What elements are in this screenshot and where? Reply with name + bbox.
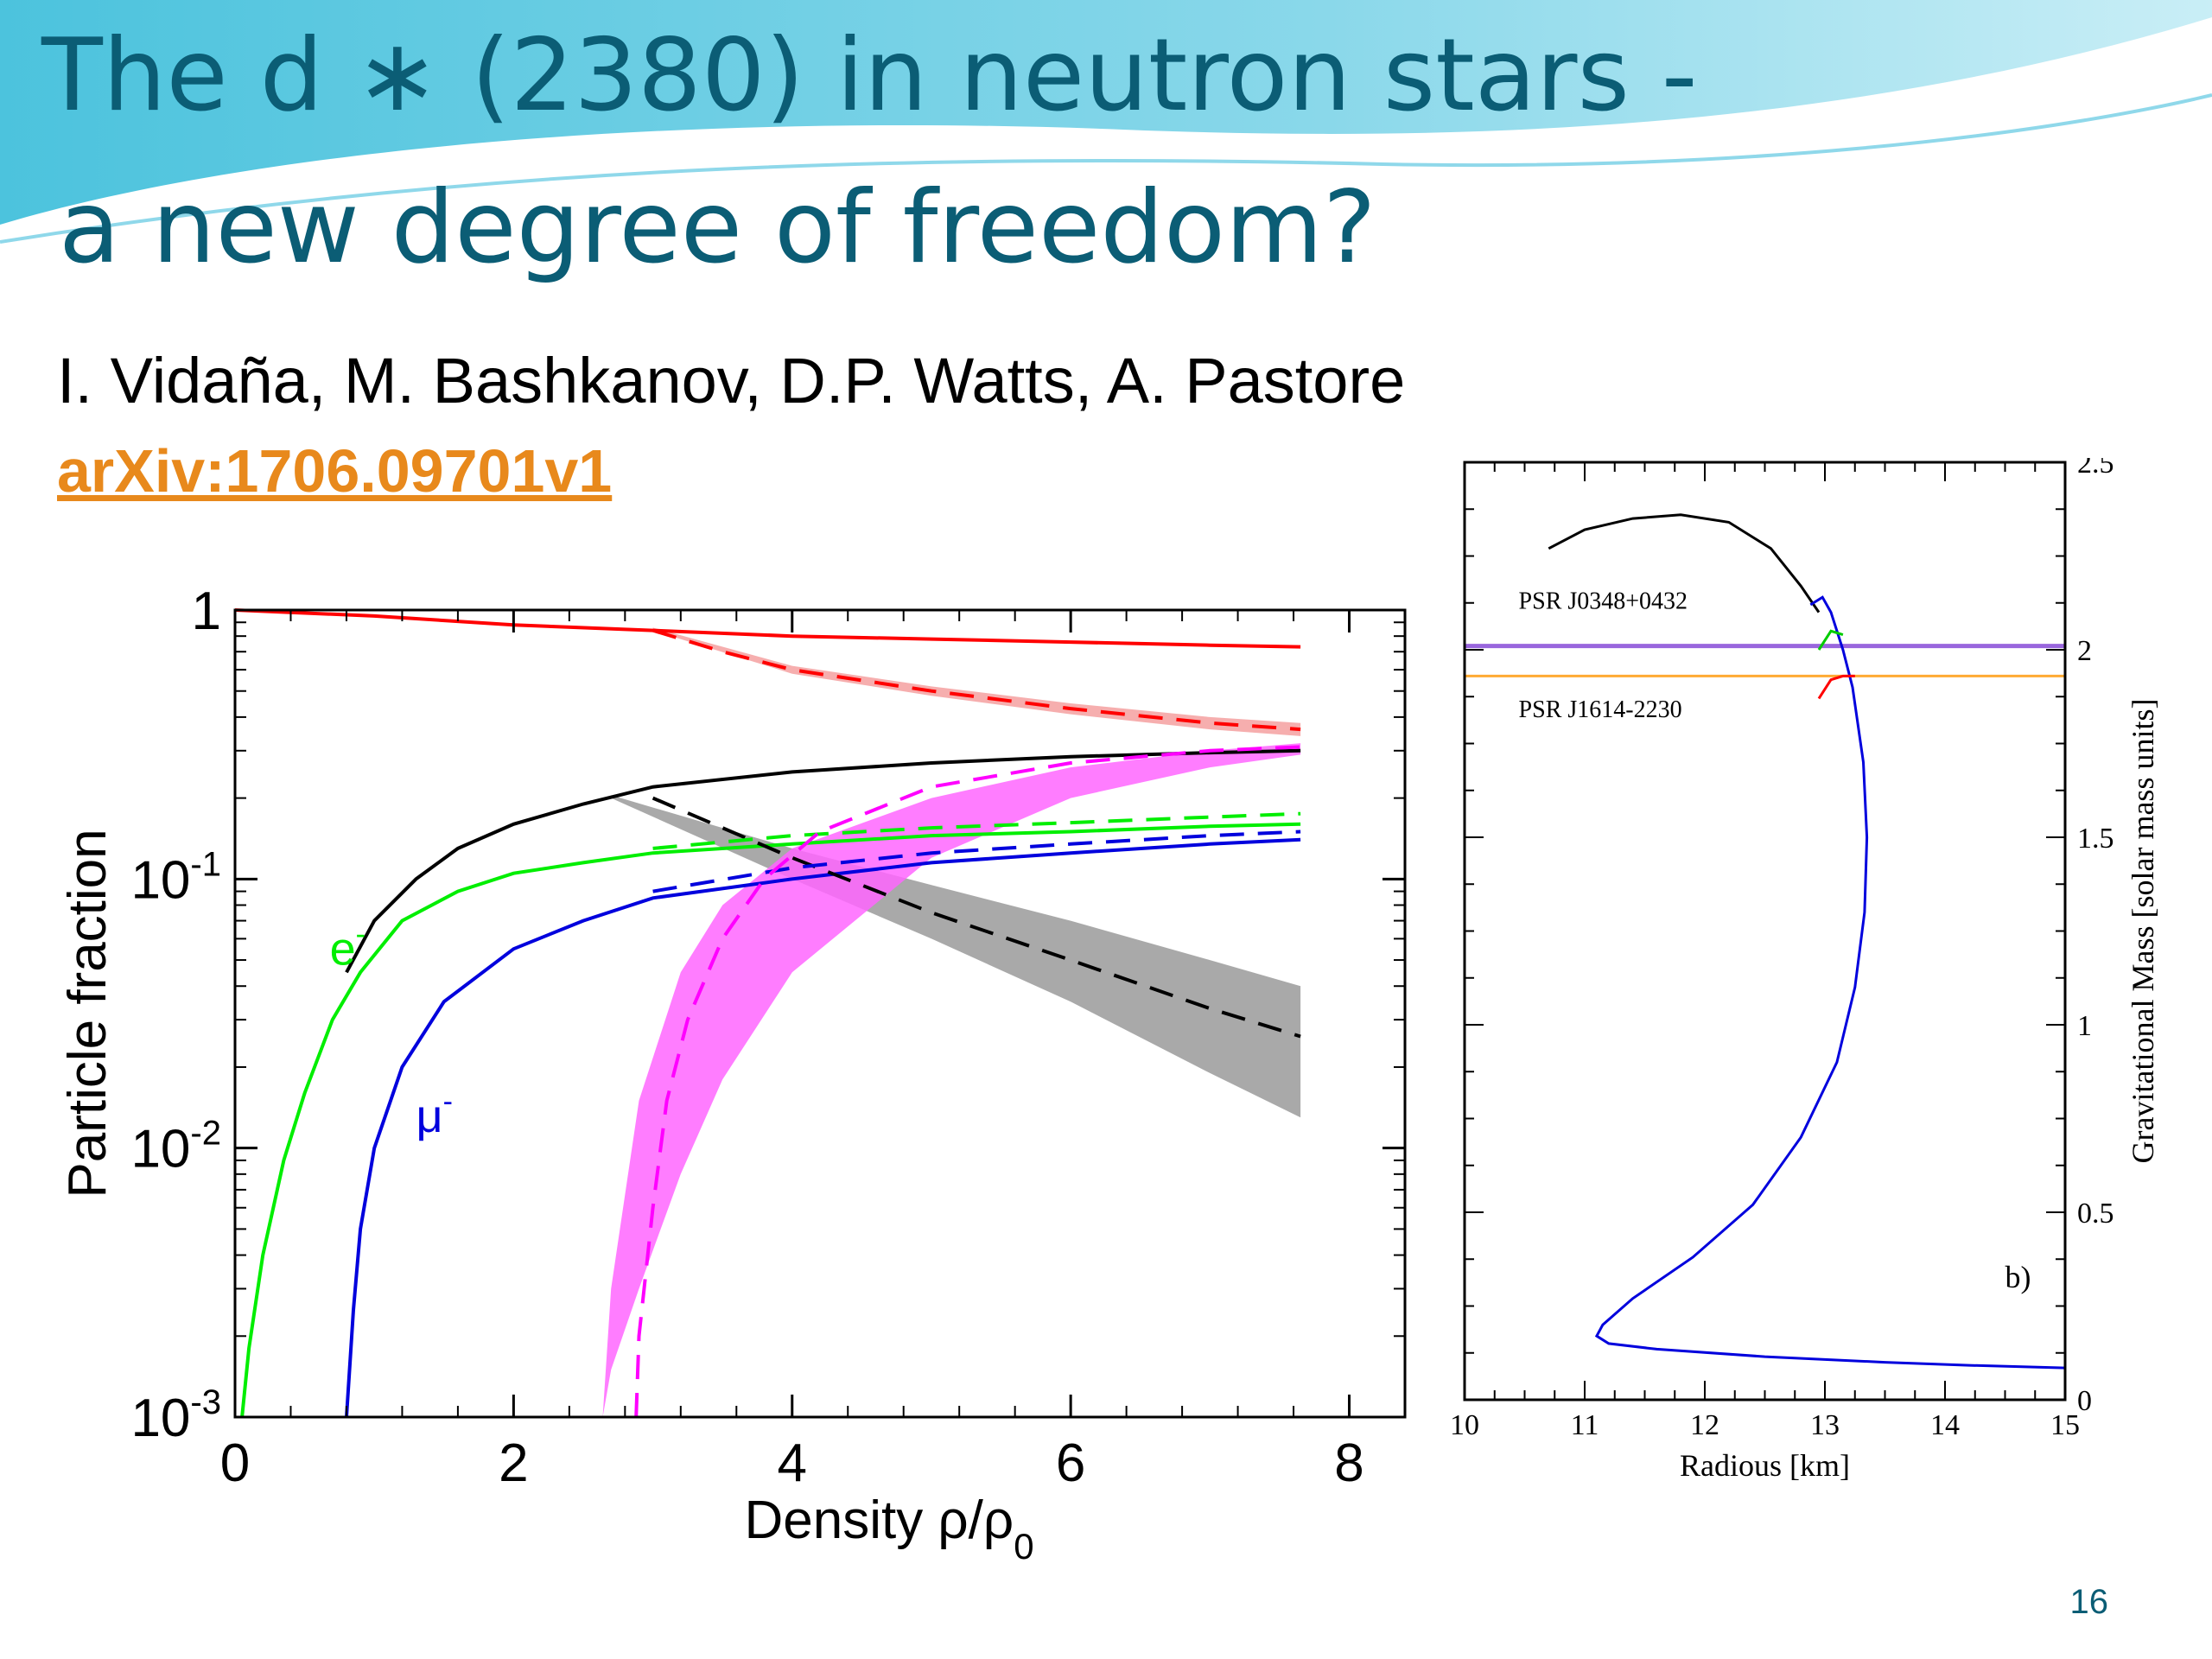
x-tick-label: 11 <box>1571 1409 1599 1441</box>
y-tick-label: 2 <box>2077 635 2092 667</box>
x-tick-label: 12 <box>1690 1409 1719 1441</box>
authors-line: I. Vidaña, M. Bashkanov, D.P. Watts, A. … <box>57 345 1406 416</box>
series-line-e-d*- <box>652 811 1301 850</box>
series-line--d*- <box>652 830 1301 893</box>
x-tick-label: 6 <box>1056 1433 1085 1493</box>
page-number: 16 <box>2069 1583 2109 1621</box>
panel-label: b) <box>2005 1260 2031 1294</box>
series-line-n-d*- <box>652 628 1301 732</box>
y-tick-label: 10-1 <box>130 845 221 910</box>
x-tick-label: 15 <box>2050 1409 2080 1441</box>
series-line-e- <box>240 822 1301 1418</box>
curve-label-e: e- <box>330 918 365 976</box>
x-tick-label: 0 <box>220 1433 250 1493</box>
y-tick-label: 10-3 <box>130 1383 221 1448</box>
y-axis-label: Gravitational Mass [solar mass units] <box>2126 699 2160 1164</box>
y-tick-label: 0.5 <box>2077 1198 2114 1230</box>
series-line-p-d*- <box>652 796 1301 1039</box>
title-line-2: a new degree of freedom? <box>59 169 1376 286</box>
title-line-1: The d ∗ (2380) in neutron stars - <box>41 17 1698 134</box>
particle-fraction-chart: 0 2 4 6 8 1 10-1 10-2 10-3 Density ρ/ρ0 Particle f… <box>58 582 1407 1564</box>
series-line-n <box>234 608 1301 649</box>
pulsar-label-1: PSR J1614-2230 <box>1519 696 1682 723</box>
x-tick-label: 4 <box>778 1433 807 1493</box>
mr-curve-green <box>1817 629 1844 651</box>
x-tick-label: 14 <box>1930 1409 1960 1441</box>
y-tick-label: 10-2 <box>130 1115 221 1179</box>
plot-frame <box>233 608 1407 1419</box>
x-tick-label: 2 <box>499 1433 528 1493</box>
x-tick-label: 8 <box>1334 1433 1363 1493</box>
arxiv-link[interactable]: arXiv:1706.09701v1 <box>57 437 613 505</box>
y-tick-label: 1.5 <box>2077 823 2114 855</box>
mr-curve-red <box>1817 674 1855 700</box>
pulsar-label-0: PSR J0348+0432 <box>1519 588 1688 614</box>
y-axis-label: Particle fraction <box>58 829 118 1198</box>
slide-title: The d ∗ (2380) in neutron stars - a new … <box>41 0 2115 304</box>
y-tick-label: 1 <box>2077 1010 2092 1042</box>
mr-curve-black <box>1548 513 1821 613</box>
uncertainty-band-1 <box>611 795 1301 1118</box>
x-tick-label: 13 <box>1810 1409 1840 1441</box>
mass-radius-chart: 10 11 12 13 14 150 0.5 1 1.5 2 2.5 Radious [km] Grav… <box>1426 458 2212 1495</box>
title-banner-wave <box>0 0 2212 259</box>
right-chart-background <box>1426 458 2212 1495</box>
mr-curve-blue <box>1594 595 2066 1370</box>
series-line-p <box>345 748 1301 974</box>
x-tick-label: 10 <box>1450 1409 1479 1441</box>
x-axis-label: Radious [km] <box>1680 1448 1850 1483</box>
series-line-d*-2380- <box>634 745 1301 1418</box>
uncertainty-band-2 <box>602 743 1301 1417</box>
curve-label-: μ- <box>416 1085 453 1142</box>
y-tick-label: 1 <box>192 582 221 641</box>
series-line-- <box>345 837 1301 1418</box>
x-axis-label: Density ρ/ρ0 <box>744 1491 1033 1564</box>
y-tick-label: 2.5 <box>2077 458 2114 480</box>
y-tick-label: 0 <box>2077 1385 2092 1417</box>
